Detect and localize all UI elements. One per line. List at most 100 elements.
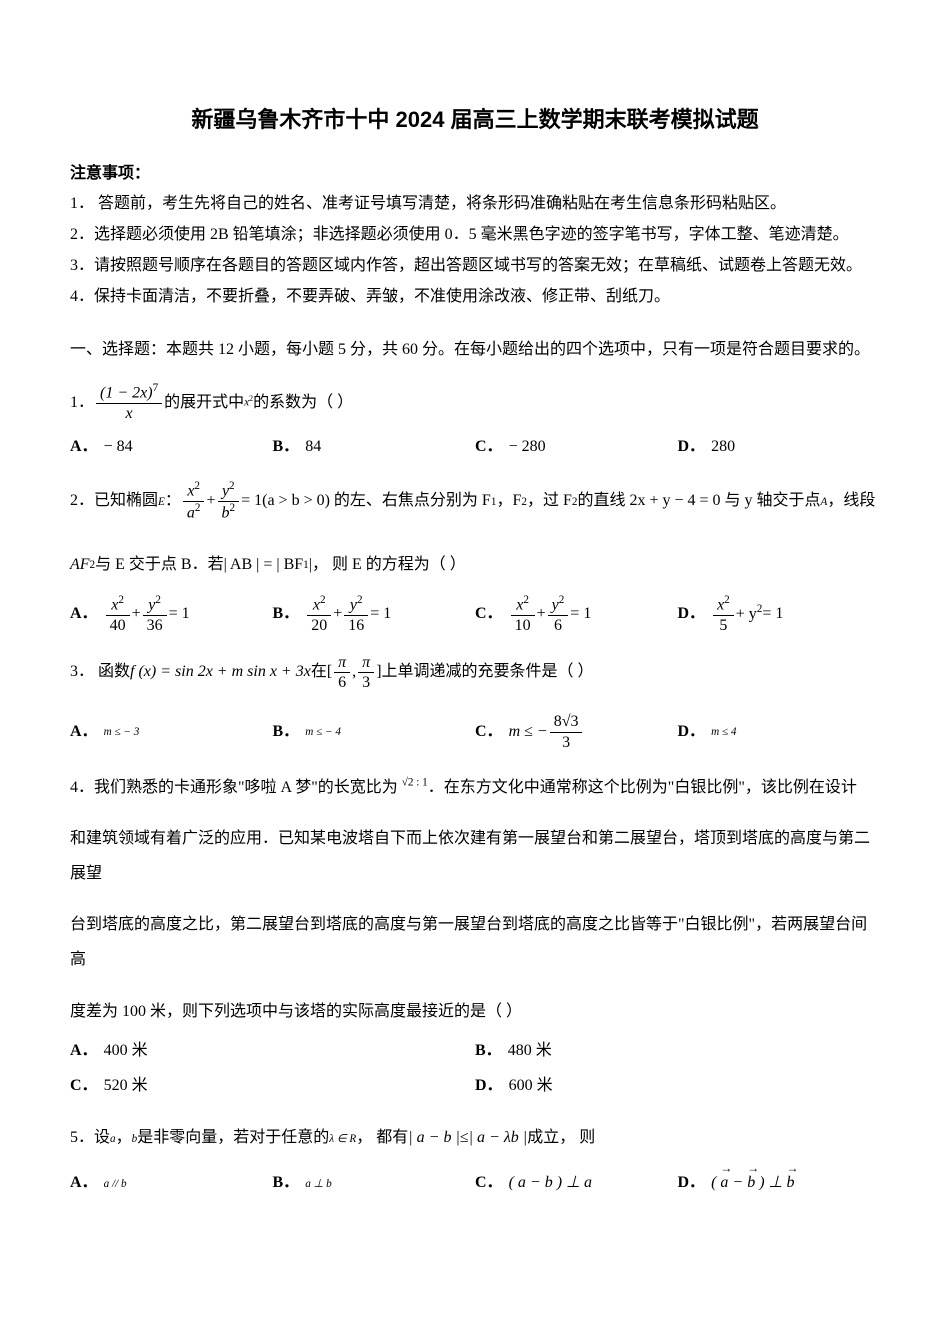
notice-4: 4．保持卡面清洁，不要折叠，不要弄破、弄皱，不准使用涂改液、修正带、刮纸刀。 [70, 283, 880, 312]
label-d: D． [678, 1169, 706, 1198]
question-1: 1． (1 − 2x)7 x 的展开式中 x2 的系数为（ ） A．− 84 B… [70, 382, 880, 462]
q1-opt-a: A．− 84 [70, 433, 273, 462]
q2-colon: ： [165, 487, 181, 516]
q2-pre: 2．已知椭圆 [70, 487, 158, 516]
q2-b: b [222, 505, 230, 522]
q4-opt-d: D．600 米 [475, 1072, 880, 1101]
label-d: D． [678, 433, 706, 462]
q4-c-val: 520 米 [104, 1072, 148, 1101]
q2b-yn: y [350, 597, 357, 614]
q3-options: A．m ≤ − 3 B．m ≤ − 4 C． m ≤ − 8√33 D．m ≤ … [70, 712, 880, 751]
q1-c-val: − 280 [509, 433, 546, 462]
q5-mid1: ， [116, 1124, 132, 1153]
q4-p2: 和建筑领域有着广泛的应用．已知某电波塔自下而上依次建有第一展望台和第二展望台，塔… [70, 821, 880, 891]
q2-opt-b: B． x220 + y216 = 1 [273, 594, 476, 635]
q3-in: 在 [311, 658, 327, 687]
q3-c-num: 8√3 [550, 712, 583, 732]
q1-frac-num: (1 − 2x) [100, 385, 153, 402]
q5-c-val: ( a − b ) ⊥ a [509, 1169, 592, 1198]
q3-6: 6 [334, 673, 350, 692]
q5-ineq-l: | a − b | [408, 1124, 460, 1153]
q2c-yn: y [552, 597, 559, 614]
label-c: C． [475, 600, 503, 629]
label-b: B． [273, 718, 300, 747]
q3-tail: 上单调递减的充要条件是（ ） [382, 658, 594, 687]
q2d-tail: + y [736, 606, 757, 623]
q1-b-val: 84 [305, 433, 321, 462]
label-b: B． [475, 1037, 502, 1066]
q5-a-val: a // b [104, 1178, 127, 1190]
q1-d-val: 280 [711, 433, 735, 462]
q4-p1a: 4．我们熟悉的卡通形象"哆啦 A 梦"的长宽比为 [70, 779, 402, 796]
q2-opt-c: C． x210 + y26 = 1 [475, 594, 678, 635]
q1-tail: 的系数为（ ） [253, 389, 353, 418]
q1-opt-c: C．− 280 [475, 433, 678, 462]
label-d: D． [678, 600, 706, 629]
q2-mid3: 的直线 2x + y − 4 = 0 与 y 轴交于点 [577, 487, 820, 516]
q2-mid2: ，过 F [527, 487, 572, 516]
q3-a-val: m ≤ − 3 [104, 726, 140, 738]
q2-frac2: y2 b2 [216, 480, 242, 523]
q2b-xd: 20 [307, 616, 331, 635]
q1-options: A．− 84 B．84 C．− 280 D．280 [70, 433, 880, 462]
q3-pi2: π [358, 653, 374, 673]
label-a: A． [70, 718, 98, 747]
q2-E: E [158, 496, 165, 508]
part1-head: 一、选择题：本题共 12 小题，每小题 5 分，共 60 分。在每小题给出的四个… [70, 336, 880, 365]
q4-ratio: √2 : 1 [402, 776, 428, 788]
q4-p1b: ．在东方文化中通常称这个比例为"白银比例"，该比例在设计 [428, 779, 857, 796]
q2c-eq: = 1 [570, 600, 591, 629]
q2-tail: ， 则 E 的方程为（ ） [312, 551, 466, 580]
q3-opt-a: A． m ≤ − 3 [70, 712, 273, 751]
q5-le: ≤ [460, 1124, 469, 1153]
q3-c-lhs: m ≤ − [509, 718, 548, 747]
q5-options: A．a // b B．a ⊥ b C．( a − b ) ⊥ a D． ( a … [70, 1169, 880, 1198]
q5-opt-b: B．a ⊥ b [273, 1169, 476, 1198]
question-3: 3． 函数 f (x) = sin 2x + m sin x + 3x 在 [ … [70, 653, 880, 752]
q2a-yd: 36 [143, 616, 167, 635]
label-b: B． [273, 433, 300, 462]
q1-mid: 的展开式中 [164, 389, 244, 418]
q2a-eq: = 1 [169, 600, 190, 629]
label-c: C． [475, 718, 503, 747]
notice-head: 注意事项： [70, 160, 880, 189]
question-2: 2．已知椭圆 E ： x2 a2 + y2 b2 = 1 (a > b > 0)… [70, 480, 880, 635]
label-c: C． [70, 1072, 98, 1101]
q2-A: A [821, 496, 828, 508]
q4-p4: 度差为 100 米，则下列选项中与该塔的实际高度最接近的是（ ） [70, 994, 880, 1029]
q1-num: 1． [70, 389, 94, 418]
plus-icon: + [206, 487, 215, 516]
q1-opt-d: D．280 [678, 433, 881, 462]
q4-opt-a: A．400 米 [70, 1037, 475, 1066]
q2-a: a [187, 505, 195, 522]
q3-pi1: π [334, 653, 350, 673]
q3-opt-b: B． m ≤ − 4 [273, 712, 476, 751]
q1-fraction: (1 − 2x)7 x [94, 382, 164, 423]
q2c-yd: 6 [548, 616, 569, 635]
label-a: A． [70, 1037, 98, 1066]
notice-2: 2．选择题必须使用 2B 铅笔填涂；非选择题必须使用 0．5 毫米黑色字迹的签字… [70, 221, 880, 250]
q2-mid1: ，F [496, 487, 521, 516]
q2-y: y [222, 483, 229, 500]
label-d: D． [475, 1072, 503, 1101]
q2-abs: | AB | = | BF [224, 551, 304, 580]
question-5: 5．设 a ， b 是非零向量，若对于任意的 λ ∈ R ， 都有 | a − … [70, 1124, 880, 1198]
question-4: 4．我们熟悉的卡通形象"哆啦 A 梦"的长宽比为 √2 : 1．在东方文化中通常… [70, 770, 880, 1107]
q4-opt-c: C．520 米 [70, 1072, 475, 1101]
q2-mid4: ，线段 [827, 487, 875, 516]
q1-frac-pow: 7 [153, 382, 159, 394]
label-b: B． [273, 600, 300, 629]
q4-opt-b: B．480 米 [475, 1037, 880, 1066]
label-c: C． [475, 1169, 503, 1198]
q2-opt-d: D． x25 + y2 = 1 [678, 594, 881, 635]
q2b-yd: 16 [344, 616, 368, 635]
q5-tail: 成立， 则 [527, 1124, 595, 1153]
notice-1: 1． 答题前，考生先将自己的姓名、准考证号填写清楚，将条形码准确粘贴在考生信息条… [70, 190, 880, 219]
label-b: B． [273, 1169, 300, 1198]
q5-mid3: ， 都有 [356, 1124, 408, 1153]
q5-opt-c: C．( a − b ) ⊥ a [475, 1169, 678, 1198]
q3-b-val: m ≤ − 4 [305, 726, 341, 738]
q3-c-den: 3 [550, 733, 583, 752]
q3-d-val: m ≤ 4 [711, 726, 736, 738]
q2d-eq: = 1 [762, 600, 783, 629]
